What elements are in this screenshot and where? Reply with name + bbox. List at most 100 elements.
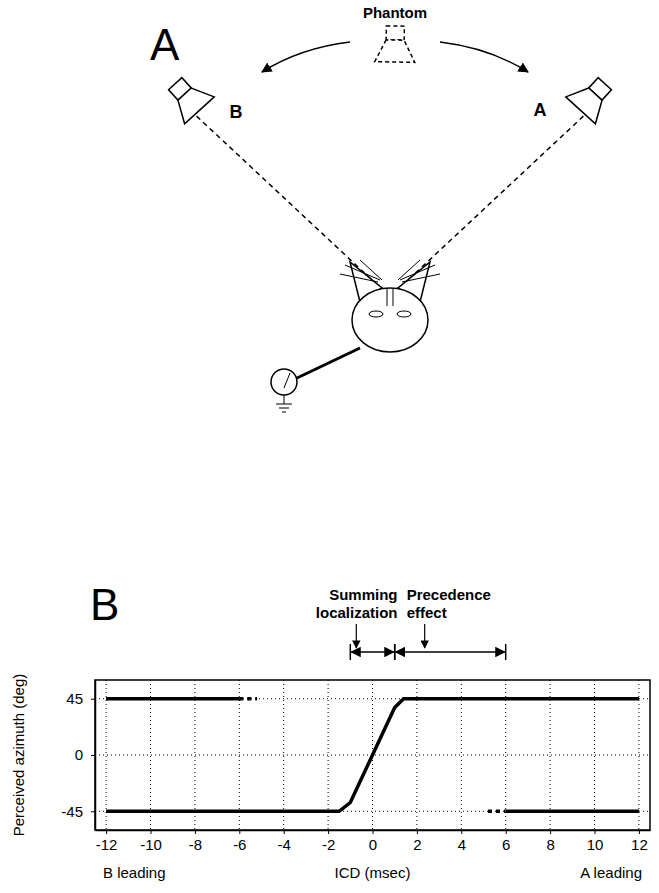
x-tick-label: 4	[458, 836, 466, 853]
y-tick-label: -45	[61, 803, 83, 820]
arrow	[262, 42, 350, 72]
x-tick-mark	[461, 830, 462, 834]
speaker	[160, 70, 214, 124]
meter	[271, 369, 297, 395]
panel-letter: A	[150, 20, 180, 69]
ground	[276, 395, 292, 412]
cat-whisker	[360, 260, 382, 280]
y-tick-mark	[91, 699, 95, 700]
y-tick: -45	[61, 803, 95, 820]
x-tick-label: 10	[587, 836, 604, 853]
series-line	[488, 810, 506, 814]
x-tick-mark	[284, 830, 285, 834]
x-tick: 2	[413, 830, 421, 853]
x-tick: 8	[546, 830, 554, 853]
x-tick-mark	[106, 830, 107, 834]
electrode	[297, 348, 360, 378]
y-tick-mark	[91, 755, 95, 756]
bracket-end	[350, 644, 352, 660]
x-tick-label: -10	[140, 836, 162, 853]
grid	[95, 680, 650, 830]
x-tick-mark	[550, 830, 551, 834]
bracket-end	[505, 644, 507, 660]
sound-path	[190, 110, 372, 280]
annotation-label: Summinglocalization	[316, 586, 398, 621]
annotation: Precedenceeffect	[395, 586, 506, 660]
x-tick-label: -2	[322, 836, 335, 853]
y-axis-title: Perceived azimuth (deg)	[10, 674, 27, 837]
x-tick-mark	[195, 830, 196, 834]
x-tick-label: -8	[189, 836, 202, 853]
speaker	[566, 70, 620, 124]
y-tick: 45	[66, 690, 95, 707]
speaker-label: A	[534, 100, 547, 120]
series-line	[106, 697, 239, 701]
x-tick-label: 0	[369, 836, 377, 853]
y-tick-mark	[91, 811, 95, 812]
x-tick-label: 2	[413, 836, 421, 853]
x-tick-label: -12	[96, 836, 118, 853]
y-tick: 0	[75, 746, 95, 763]
x-tick: -6	[233, 830, 246, 853]
series-line	[506, 810, 639, 814]
figure: A Phantom B AB -12 -10 -8 -6 -4 -2 0 2 4 6 8 10 12 -45 0 45…	[0, 0, 659, 893]
x-tick-mark	[417, 830, 418, 834]
plot-frame	[95, 680, 650, 830]
grid-line	[505, 680, 506, 830]
x-axis-title: ICD (msec)	[335, 864, 411, 881]
x-tick-mark	[328, 830, 329, 834]
sound-path	[408, 110, 590, 280]
arrow	[440, 42, 528, 72]
x-axis-side-label: A leading	[580, 864, 642, 881]
x-tick-mark	[639, 830, 640, 834]
x-tick-label: 8	[546, 836, 554, 853]
speaker-cone	[566, 81, 610, 124]
x-tick: -4	[278, 830, 291, 853]
bracket	[351, 651, 393, 653]
x-tick: 6	[502, 830, 510, 853]
grid-line	[461, 680, 462, 830]
x-tick: 4	[458, 830, 466, 853]
y-tick-label: 45	[66, 690, 83, 707]
bracket-end	[394, 644, 396, 660]
cat-whisker	[402, 274, 440, 282]
x-tick-mark	[506, 830, 507, 834]
x-tick-label: 12	[631, 836, 648, 853]
cat-head	[352, 288, 428, 352]
y-axis: -45 0 45	[61, 681, 95, 831]
x-tick-label: -4	[278, 836, 291, 853]
lines	[106, 699, 639, 812]
cat-nose	[387, 288, 393, 306]
y-tick-label: 0	[75, 746, 83, 763]
bracket-end	[394, 644, 396, 660]
x-tick: -12	[96, 830, 118, 853]
cat-whisker	[400, 265, 435, 280]
panel-a: A Phantom B A	[150, 4, 620, 412]
x-axis-side-label: B leading	[103, 864, 166, 881]
grid-line	[416, 680, 417, 830]
speaker-cone	[375, 40, 415, 63]
grid-line	[550, 680, 551, 830]
x-tick: -8	[189, 830, 202, 853]
cat-whisker	[340, 274, 378, 282]
panel-b: B-12-10-8-6-4-2024681012-45045Perceived …	[10, 580, 651, 881]
meter-needle	[284, 373, 290, 388]
grid-line	[594, 680, 595, 830]
x-tick: 0	[369, 830, 377, 853]
x-tick: -2	[322, 830, 335, 853]
cat-eye	[397, 311, 411, 317]
cat	[340, 260, 440, 352]
annotation-label: Precedenceeffect	[407, 586, 491, 621]
speaker-label: B	[230, 102, 243, 122]
grid-line	[106, 680, 107, 830]
x-tick: 10	[587, 830, 604, 853]
x-tick-mark	[239, 830, 240, 834]
x-tick-label: 6	[502, 836, 510, 853]
phantom-label: Phantom	[363, 4, 427, 21]
speaker-box	[386, 26, 404, 40]
cat-whisker	[345, 265, 380, 280]
cat-whisker	[398, 260, 420, 280]
x-tick: 12	[631, 830, 648, 853]
x-tick-mark	[373, 830, 374, 834]
x-tick: -10	[140, 830, 162, 853]
